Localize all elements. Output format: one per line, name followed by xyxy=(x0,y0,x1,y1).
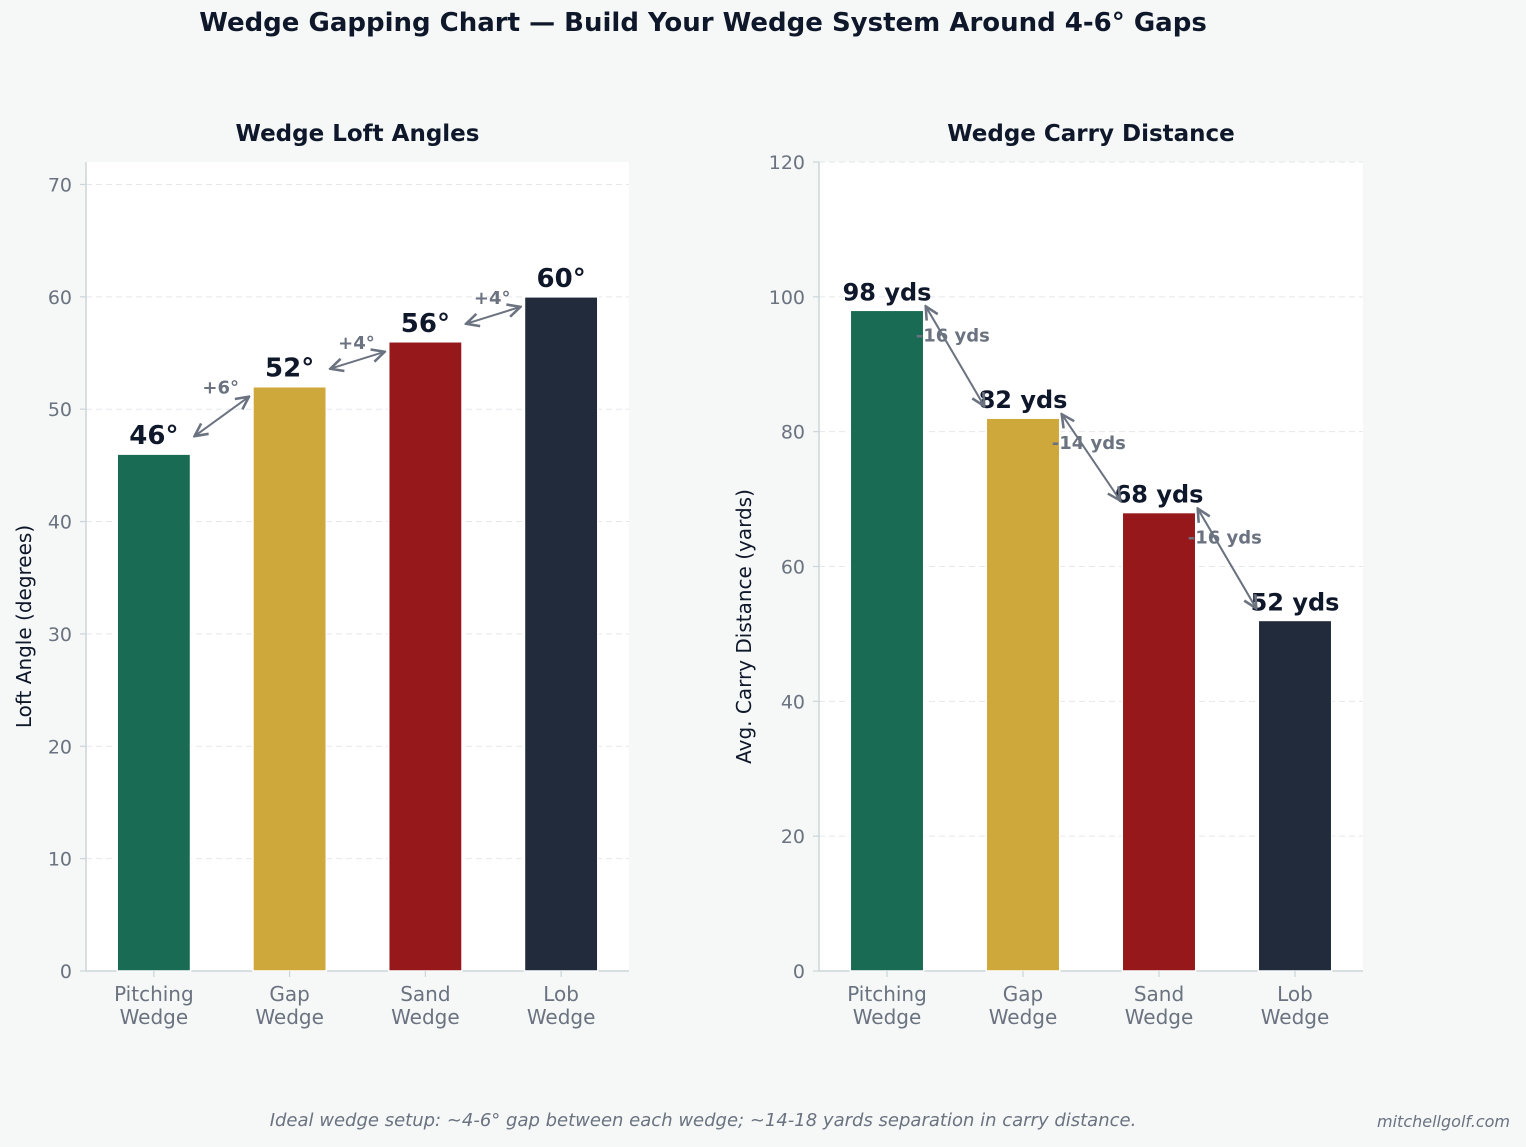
gap-label: -16 yds xyxy=(1188,528,1262,549)
loft-chart-panel: 0 10 20 30 40 50 60 70 Wedge Loft Angles Loft Ang… xyxy=(12,121,629,1029)
bar-1 xyxy=(252,385,328,972)
y-tick-label: 20 xyxy=(781,826,805,848)
category-label: Wedge xyxy=(391,1005,460,1029)
gap-arrow xyxy=(926,306,985,406)
category-label: Lob xyxy=(1277,982,1313,1006)
y-tick-label: 40 xyxy=(48,512,72,534)
gap-arrow xyxy=(1198,509,1257,609)
value-label: 56° xyxy=(401,309,450,339)
value-label: 46° xyxy=(129,421,178,451)
value-label: 98 yds xyxy=(843,278,932,306)
bar-2 xyxy=(1121,511,1197,972)
y-tick-label: 0 xyxy=(793,961,805,983)
category-label: Wedge xyxy=(120,1005,189,1029)
y-tick-label: 70 xyxy=(48,174,72,196)
category-label: Pitching xyxy=(847,982,927,1006)
footnote: Ideal wedge setup: ~4-6° gap between eac… xyxy=(269,1110,1137,1131)
category-label: Wedge xyxy=(527,1005,596,1029)
source-watermark: mitchellgolf.com xyxy=(1377,1112,1510,1131)
gap-arrow xyxy=(466,307,520,324)
category-label: Pitching xyxy=(114,982,194,1006)
gap-label: +6° xyxy=(202,378,239,399)
value-label: 52 yds xyxy=(1251,588,1340,616)
bar-1 xyxy=(985,417,1061,972)
category-label: Wedge xyxy=(853,1005,922,1029)
y-axis-label: Avg. Carry Distance (yards) xyxy=(732,489,756,764)
y-tick-label: 80 xyxy=(781,422,805,444)
bar-2 xyxy=(387,341,463,972)
bar-3 xyxy=(1257,619,1333,972)
category-label: Wedge xyxy=(255,1005,324,1029)
value-label: 60° xyxy=(537,264,586,294)
category-label: Gap xyxy=(1003,982,1043,1006)
bar-0 xyxy=(116,453,192,972)
category-label: Wedge xyxy=(989,1005,1058,1029)
category-label: Sand xyxy=(400,982,450,1006)
y-tick-label: 100 xyxy=(769,287,805,309)
y-tick-label: 60 xyxy=(48,287,72,309)
bar-0 xyxy=(849,309,925,972)
gap-arrow xyxy=(330,352,384,369)
y-tick-label: 10 xyxy=(48,849,72,871)
category-label: Sand xyxy=(1134,982,1184,1006)
gap-label: -14 yds xyxy=(1052,433,1126,454)
y-tick-label: 30 xyxy=(48,624,72,646)
y-tick-label: 20 xyxy=(48,736,72,758)
value-label: 68 yds xyxy=(1115,481,1204,509)
gap-arrow xyxy=(195,397,249,436)
gap-label: -16 yds xyxy=(916,325,990,346)
value-label: 52° xyxy=(265,354,314,384)
bar-3 xyxy=(523,296,599,972)
chart-title: Wedge Carry Distance xyxy=(947,121,1235,147)
category-label: Lob xyxy=(543,982,579,1006)
y-tick-label: 40 xyxy=(781,691,805,713)
y-tick-label: 120 xyxy=(769,152,805,174)
y-axis-label: Loft Angle (degrees) xyxy=(12,525,36,728)
category-label: Gap xyxy=(269,982,309,1006)
category-label: Wedge xyxy=(1125,1005,1194,1029)
y-tick-label: 60 xyxy=(781,557,805,579)
gap-label: +4° xyxy=(338,333,375,354)
value-label: 82 yds xyxy=(979,386,1068,414)
gap-arrow xyxy=(1062,414,1121,500)
category-label: Wedge xyxy=(1261,1005,1330,1029)
y-tick-label: 50 xyxy=(48,399,72,421)
gap-label: +4° xyxy=(474,288,511,309)
y-tick-label: 0 xyxy=(60,961,72,983)
figure-title: Wedge Gapping Chart — Build Your Wedge S… xyxy=(199,8,1207,38)
chart-title: Wedge Loft Angles xyxy=(236,121,480,147)
carry-chart-panel: 0 20 40 60 80 100 120 Wedge Carry Distance Avg. … xyxy=(732,121,1363,1029)
